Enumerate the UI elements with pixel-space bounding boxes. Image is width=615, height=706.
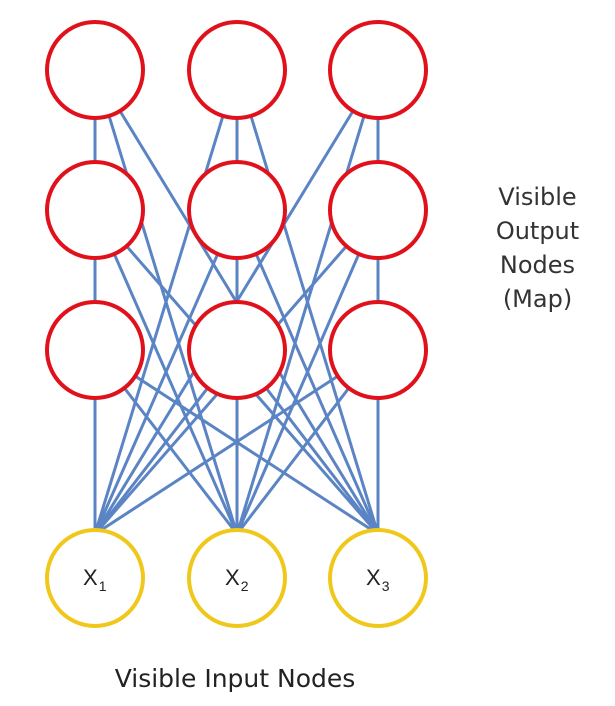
input-node-subscript: 1 — [99, 578, 107, 594]
edge-input-3-to-node-r3c1 — [93, 348, 380, 536]
edge-input-3-to-node-r2c2 — [235, 208, 380, 536]
output-node-r3c2 — [187, 300, 287, 400]
input-node-3: X3 — [328, 528, 428, 628]
edge-input-3-to-node-r1c2 — [235, 68, 380, 536]
output-node-r1c2 — [187, 20, 287, 120]
output-node-r1c1 — [45, 20, 145, 120]
input-node-circle — [328, 528, 428, 628]
output-nodes-grid — [45, 20, 428, 400]
input-node-subscript: 3 — [382, 578, 390, 594]
output-label-line-4: (Map) — [502, 285, 573, 313]
output-node-r1c3 — [328, 20, 428, 120]
output-label-line-1: Visible — [498, 183, 577, 211]
output-node-r3c1 — [45, 300, 145, 400]
input-node-variable: X — [225, 565, 240, 590]
edge-input-2-to-node-r1c1 — [93, 68, 239, 536]
input-node-label: X1 — [83, 565, 107, 594]
edge-input-2-to-node-r2c1 — [93, 208, 239, 536]
output-node-r2c3 — [328, 160, 428, 260]
output-node-r2c2 — [187, 160, 287, 260]
input-nodes-row: X1 X2 X3 — [45, 528, 428, 628]
input-node-subscript: 2 — [241, 578, 249, 594]
output-node-r2c1 — [45, 160, 145, 260]
input-node-variable: X — [83, 565, 98, 590]
input-node-circle — [45, 528, 145, 628]
input-node-variable: X — [366, 565, 381, 590]
input-node-label: X2 — [225, 565, 249, 594]
input-node-circle — [187, 528, 287, 628]
output-node-r3c3 — [328, 300, 428, 400]
output-nodes-label: Visible Output Nodes (Map) — [470, 180, 605, 316]
input-nodes-label: Visible Input Nodes — [114, 664, 356, 693]
input-node-2: X2 — [187, 528, 287, 628]
input-node-label: X3 — [366, 565, 390, 594]
output-label-line-3: Nodes — [499, 251, 576, 279]
output-label-line-2: Output — [495, 217, 580, 245]
input-node-1: X1 — [45, 528, 145, 628]
